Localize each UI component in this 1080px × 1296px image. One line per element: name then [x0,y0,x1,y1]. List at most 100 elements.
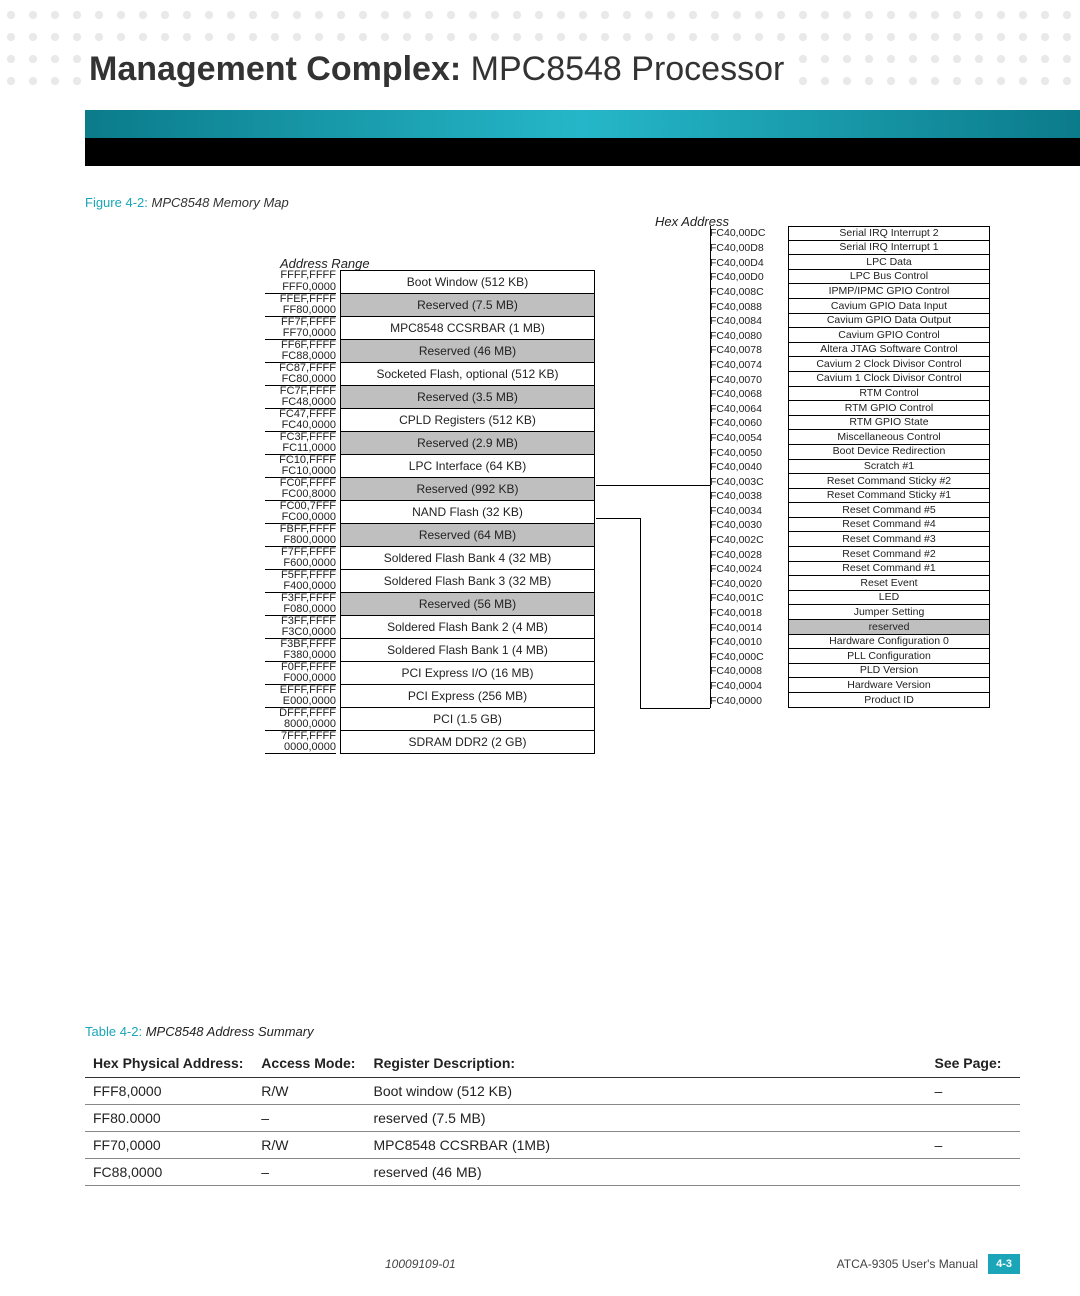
memory-map-row: F5FF,FFFFF400,0000Soldered Flash Bank 3 … [265,570,595,593]
register-map-cell: Jumper Setting [788,605,990,620]
connector-line [596,485,710,486]
register-map-row: FC40,0068RTM Control [710,387,990,402]
memory-map-cell: SDRAM DDR2 (2 GB) [340,731,595,754]
register-map-addr: FC40,00DC [710,226,788,241]
memory-map-cell: Soldered Flash Bank 1 (4 MB) [340,639,595,662]
register-map-row: FC40,0000Product ID [710,693,990,708]
table-caption-label: Table 4-2: [85,1024,142,1039]
register-map-cell: Reset Command #4 [788,518,990,533]
memory-map-cell: PCI Express I/O (16 MB) [340,662,595,685]
register-map-cell: Altera JTAG Software Control [788,343,990,358]
memory-map-row: F7FF,FFFFF600,0000Soldered Flash Bank 4 … [265,547,595,570]
register-map-row: FC40,00DCSerial IRQ Interrupt 2 [710,226,990,241]
register-map-cell: Serial IRQ Interrupt 2 [788,226,990,241]
memory-map-row: FC3F,FFFFFC11,0000Reserved (2.9 MB) [265,432,595,455]
memory-map-row: F3BF,FFFFF380,0000Soldered Flash Bank 1 … [265,639,595,662]
summary-cell-addr: FF80.0000 [85,1105,253,1132]
memory-map-addr: 7FFF,FFFF0000,0000 [265,731,340,754]
register-map-addr: FC40,00D0 [710,270,788,285]
memory-map-row: FC00,7FFFFC00,0000NAND Flash (32 KB) [265,501,595,524]
register-map-cell: RTM GPIO State [788,416,990,431]
register-map-row: FC40,0080Cavium GPIO Control [710,328,990,343]
register-map-addr: FC40,003C [710,474,788,489]
register-map-cell: Hardware Configuration 0 [788,635,990,650]
register-map-addr: FC40,0014 [710,620,788,635]
memory-map-cell: LPC Interface (64 KB) [340,455,595,478]
memory-map-row: DFFF,FFFF8000,0000PCI (1.5 GB) [265,708,595,731]
register-map-cell: Reset Event [788,576,990,591]
register-map-row: FC40,0088Cavium GPIO Data Input [710,299,990,314]
summary-cell-mode: – [253,1105,365,1132]
header-bar-black [85,138,1080,166]
register-map-cell: Serial IRQ Interrupt 1 [788,241,990,256]
memory-map-addr: F3FF,FFFFF3C0,0000 [265,616,340,639]
register-map-addr: FC40,002C [710,532,788,547]
register-map-addr: FC40,0068 [710,387,788,402]
summary-cell-desc: MPC8548 CCSRBAR (1MB) [365,1132,926,1159]
memory-map-row: EFFF,FFFFE000,0000PCI Express (256 MB) [265,685,595,708]
register-map-addr: FC40,0028 [710,547,788,562]
memory-map-cell: Soldered Flash Bank 3 (32 MB) [340,570,595,593]
register-map-row: FC40,0060RTM GPIO State [710,416,990,431]
connector-line [710,226,711,485]
memory-map-cell: Reserved (2.9 MB) [340,432,595,455]
summary-cell-page: – [927,1132,1021,1159]
summary-cell-desc: Boot window (512 KB) [365,1078,926,1105]
memory-map-addr: F7FF,FFFFF600,0000 [265,547,340,570]
register-map-addr: FC40,001C [710,591,788,606]
register-map-row: FC40,0008PLD Version [710,664,990,679]
register-map-addr: FC40,0020 [710,576,788,591]
register-map-addr: FC40,0010 [710,635,788,650]
summary-header-page: See Page: [927,1049,1021,1078]
register-map-addr: FC40,0064 [710,401,788,416]
register-map-cell: Reset Command Sticky #1 [788,489,990,504]
page-title-light: MPC8548 Processor [471,50,785,88]
footer-right: ATCA-9305 User's Manual 4-3 [837,1254,1020,1274]
register-map-cell: RTM GPIO Control [788,401,990,416]
register-map-cell: LED [788,591,990,606]
summary-cell-desc: reserved (7.5 MB) [365,1105,926,1132]
summary-row: FF80.0000–reserved (7.5 MB) [85,1105,1020,1132]
memory-map-cell: PCI Express (256 MB) [340,685,595,708]
register-map-row: FC40,001CLED [710,591,990,606]
footer: 10009109-01 ATCA-9305 User's Manual 4-3 [85,1254,1020,1274]
register-map-row: FC40,000CPLL Configuration [710,649,990,664]
register-map-addr: FC40,0084 [710,314,788,329]
register-map-cell: LPC Bus Control [788,270,990,285]
register-map-cell: Cavium GPIO Data Input [788,299,990,314]
register-map-cell: Cavium GPIO Control [788,328,990,343]
memory-map-row: FC7F,FFFFFC48,0000Reserved (3.5 MB) [265,386,595,409]
summary-row: FFF8,0000R/WBoot window (512 KB)– [85,1078,1020,1105]
memory-map-addr: FC10,FFFFFC10,0000 [265,455,340,478]
summary-header-mode: Access Mode: [253,1049,365,1078]
register-map-row: FC40,0038Reset Command Sticky #1 [710,489,990,504]
register-map-cell: Reset Command #1 [788,562,990,577]
register-map-addr: FC40,0070 [710,372,788,387]
register-map-addr: FC40,0078 [710,343,788,358]
footer-pagenum: 4-3 [988,1254,1020,1274]
register-map-addr: FC40,0080 [710,328,788,343]
summary-cell-desc: reserved (46 MB) [365,1159,926,1186]
register-map-cell: Miscellaneous Control [788,430,990,445]
memory-map-cell: Soldered Flash Bank 4 (32 MB) [340,547,595,570]
memory-map-cell: MPC8548 CCSRBAR (1 MB) [340,317,595,340]
register-map-row: FC40,0084Cavium GPIO Data Output [710,314,990,329]
memory-map-cell: Reserved (992 KB) [340,478,595,501]
register-map-row: FC40,008CIPMP/IPMC GPIO Control [710,284,990,299]
memory-map-addr: FC00,7FFFFC00,0000 [265,501,340,524]
register-map-row: FC40,0030Reset Command #4 [710,518,990,533]
register-map-addr: FC40,0018 [710,605,788,620]
register-map-cell: Boot Device Redirection [788,445,990,460]
register-map-addr: FC40,0074 [710,357,788,372]
register-map-cell: Cavium 1 Clock Divisor Control [788,372,990,387]
register-map-row: FC40,00D0LPC Bus Control [710,270,990,285]
memory-map-addr: F3BF,FFFFF380,0000 [265,639,340,662]
register-map-addr: FC40,0000 [710,693,788,708]
memory-map-addr: FC87,FFFFFC80,0000 [265,363,340,386]
register-map-addr: FC40,0034 [710,503,788,518]
footer-docnum: 10009109-01 [385,1257,456,1271]
header-bars [85,110,1080,166]
memory-map-cell: Reserved (7.5 MB) [340,294,595,317]
register-map-cell: IPMP/IPMC GPIO Control [788,284,990,299]
register-map-row: FC40,0050Boot Device Redirection [710,445,990,460]
